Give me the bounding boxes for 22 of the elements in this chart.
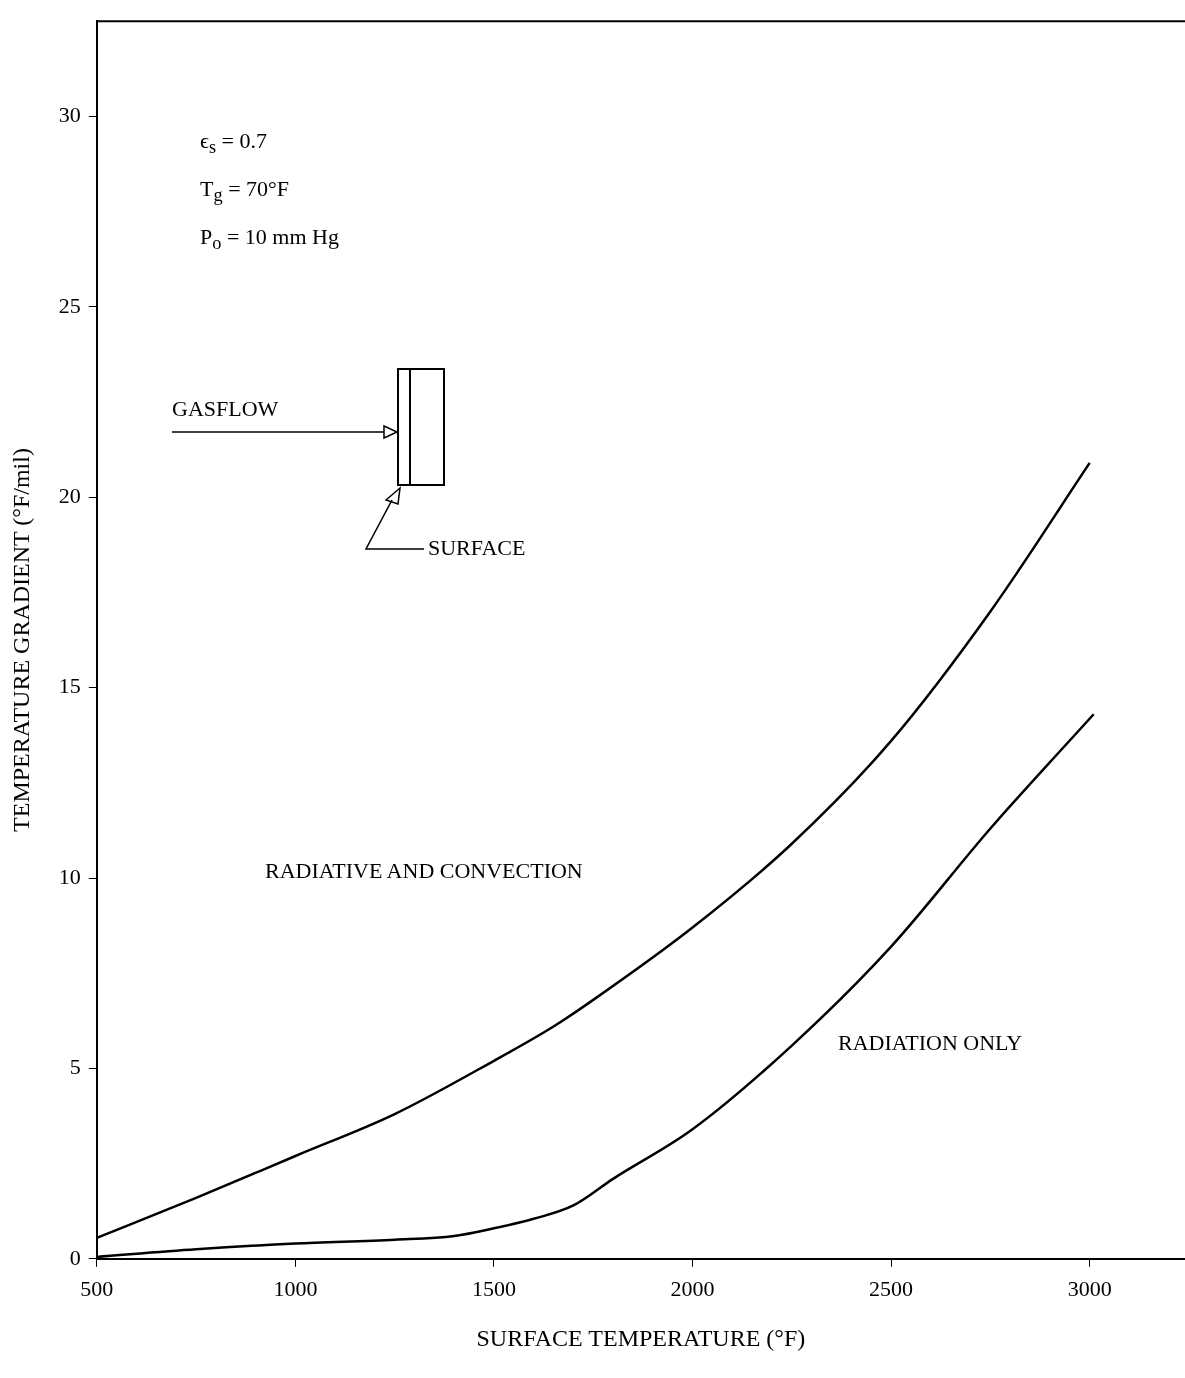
x-tick-label: 1500 <box>471 1275 516 1301</box>
annotation: RADIATION ONLY <box>838 1030 1023 1056</box>
y-tick-label: 15 <box>58 673 81 699</box>
y-axis-title: TEMPERATURE GRADIENT (°F/mil) <box>7 448 34 832</box>
annotation: P$_{o}$ = 10 mm Hg <box>200 224 339 255</box>
y-tick-label: 20 <box>58 482 81 508</box>
x-axis-title: SURFACE TEMPERATURE (°F) <box>476 1324 806 1351</box>
x-tick-label: 2500 <box>869 1275 914 1301</box>
x-tick-label: 3000 <box>1067 1275 1112 1301</box>
annotation: T$_{g}$ = 70°F <box>200 176 290 207</box>
x-tick-label: 2000 <box>670 1275 715 1301</box>
annotation: GASFLOW <box>172 396 279 422</box>
y-tick-label: 25 <box>58 292 81 318</box>
y-tick-label: 0 <box>69 1244 81 1270</box>
annotation: ϵ$_{s}$ = 0.7 <box>200 128 267 159</box>
y-tick-label: 5 <box>69 1054 81 1080</box>
annotation: RADIATIVE AND CONVECTION <box>265 858 583 884</box>
x-tick-label: 1000 <box>273 1275 318 1301</box>
annotation: SURFACE <box>428 535 526 561</box>
y-tick-label: 30 <box>58 102 81 128</box>
y-tick-label: 10 <box>58 863 81 889</box>
x-tick-label: 500 <box>80 1275 114 1301</box>
